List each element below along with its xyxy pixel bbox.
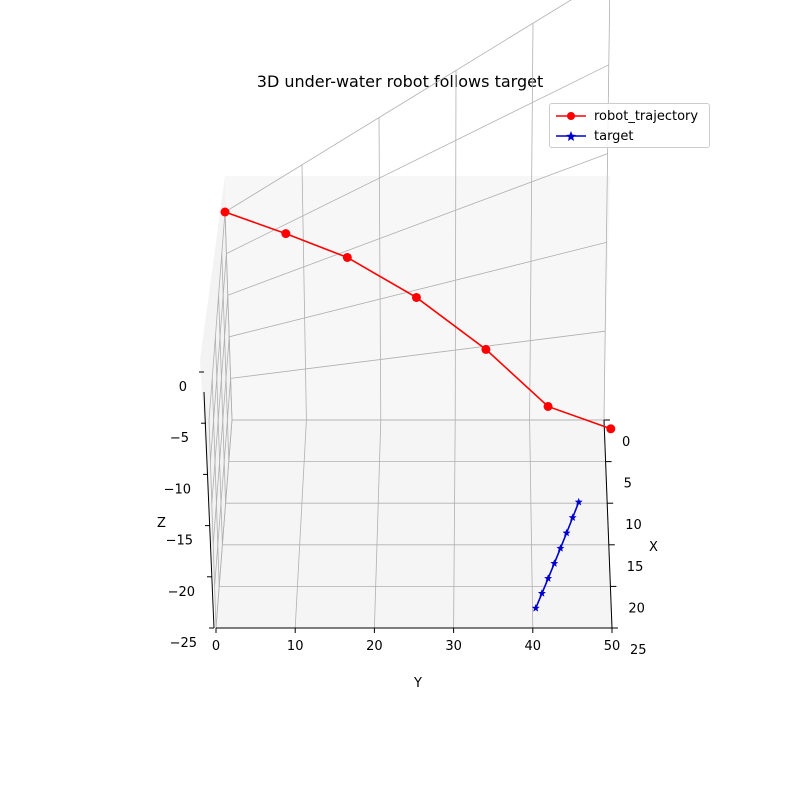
grid-line-side-z (210, 253, 227, 462)
x-tick-label: 0 (622, 435, 630, 450)
target-point (544, 574, 553, 582)
grid-line-back-y (378, 117, 382, 421)
target-point (550, 559, 559, 567)
x-tick-label: 5 (624, 477, 632, 492)
grid-line-side-x (224, 211, 233, 421)
grid-line-back-z (227, 153, 608, 296)
grid-line-floor-y (374, 419, 382, 629)
robot-point (411, 292, 421, 302)
legend: robot_trajectory target (549, 103, 710, 148)
grid-line-side-x (211, 378, 220, 587)
grid-line-back-y (454, 70, 457, 421)
tick-labels: 0 10 20 30 40 50 0 5 10 15 20 25 0 −5 −10 −15 −20 −25 (164, 371, 647, 658)
grid-line-side-z (211, 295, 229, 504)
x-tick-label: 10 (625, 518, 642, 533)
floor-pane (216, 420, 612, 628)
z-tick-label: −15 (166, 534, 193, 549)
grid-line-back-y (603, 0, 611, 421)
z-tick-label: −5 (170, 431, 189, 446)
target-point (568, 513, 577, 522)
y-tick-label: 50 (604, 639, 621, 654)
robot-point (281, 229, 291, 239)
grid-line-back-z (230, 330, 606, 379)
legend-label-target: target (594, 128, 634, 144)
robot-point (543, 401, 553, 411)
grid-line-back-y (529, 23, 534, 421)
grid-line-side-x (208, 419, 217, 629)
data-series (220, 207, 616, 612)
y-tick-label: 30 (445, 639, 462, 654)
legend-item-target: target (556, 126, 634, 146)
grid-line-side-x (218, 295, 226, 504)
grid-line-back-z (226, 64, 609, 254)
z-tick-label: −20 (168, 585, 195, 600)
grid-line-back-y (301, 164, 307, 421)
grid-line-back-z (224, 0, 572, 213)
robot-point (606, 424, 616, 434)
x-axis-line (603, 419, 613, 629)
robot-point (481, 344, 491, 354)
chart-title: 3D under-water robot follows target (256, 72, 544, 91)
x-axis-label: X (649, 540, 658, 555)
target-point (574, 497, 583, 506)
grid-line-side-x (221, 253, 230, 462)
z-tick-label: −10 (164, 482, 191, 497)
legend-marker-robot (556, 112, 586, 120)
target-point (556, 544, 565, 552)
grid-line-side-z (214, 378, 231, 587)
y-tick-label: 40 (525, 639, 542, 654)
z-axis-label: Z (157, 516, 166, 531)
x-tick-label: 15 (627, 560, 644, 575)
grid-line-side-z (212, 336, 230, 545)
target-point (531, 603, 540, 612)
target-point (537, 589, 546, 597)
grid-line-floor-y (294, 419, 307, 629)
robot-point (220, 207, 230, 217)
y-axis-label: Y (413, 676, 422, 691)
grid-line-side-z (208, 211, 226, 421)
axis-lines (203, 391, 613, 629)
target-point (562, 528, 571, 537)
grid-line-back-z (229, 242, 607, 338)
series-line-target (534, 501, 580, 609)
grid-line-side-x (215, 336, 223, 545)
robot-point (342, 252, 352, 262)
z-tick-label: −25 (170, 636, 197, 651)
z-tick-label: 0 (179, 380, 187, 395)
y-tick-label: 0 (212, 639, 220, 654)
y-tick-label: 10 (287, 639, 304, 654)
legend-marker-target (556, 131, 586, 141)
grid-line-side-z (215, 419, 233, 629)
x-tick-label: 25 (630, 643, 647, 658)
x-tick-label: 20 (628, 601, 645, 616)
grid-line-floor-y (529, 419, 534, 629)
legend-label-robot: robot_trajectory (594, 108, 699, 124)
z-axis-line (203, 391, 215, 629)
grid-line-floor-y (453, 419, 456, 629)
legend-item-robot: robot_trajectory (556, 106, 698, 126)
y-tick-label: 20 (366, 639, 383, 654)
